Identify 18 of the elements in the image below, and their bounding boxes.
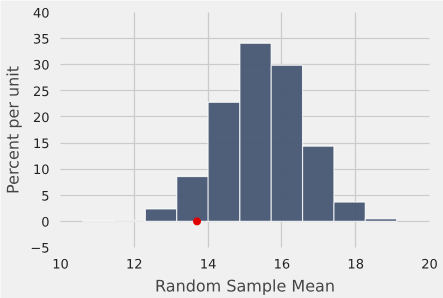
- y-tick-label: 25: [32, 84, 50, 100]
- y-tick-label: 5: [41, 189, 50, 204]
- y-tick-label: 0: [41, 215, 50, 230]
- y-tick-label: 15: [32, 137, 50, 152]
- y-tick-label: 20: [32, 110, 50, 126]
- y-tick-label: 40: [32, 6, 50, 22]
- x-tick-label: 18: [347, 258, 364, 272]
- y-tick-label: 10: [32, 163, 50, 178]
- x-tick-label: 12: [126, 258, 143, 272]
- x-tick-label: 14: [200, 258, 216, 272]
- x-tick-label: 10: [52, 258, 69, 272]
- x-axis-title: Random Sample Mean: [155, 276, 335, 296]
- y-tick-label: 35: [32, 32, 50, 48]
- y-tick-label: −5: [30, 242, 50, 256]
- y-axis-title: Percent per unit: [3, 66, 22, 194]
- x-tick-label: 16: [274, 258, 290, 272]
- x-tick-label: 20: [421, 258, 438, 272]
- y-tick-label: 30: [32, 58, 50, 74]
